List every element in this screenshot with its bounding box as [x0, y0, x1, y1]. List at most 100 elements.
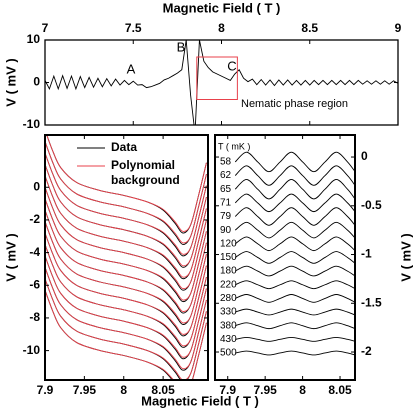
series-label: 280	[220, 293, 237, 304]
y-tick-label: 10	[27, 32, 41, 46]
curve	[45, 232, 207, 335]
curve	[45, 255, 207, 360]
curve	[45, 267, 207, 371]
curve	[234, 151, 355, 173]
x-tick-label: 8.5	[301, 21, 318, 35]
frame	[214, 134, 356, 381]
x-axis-label: Magnetic Field ( T )	[141, 393, 259, 408]
highlight-box	[196, 56, 238, 100]
y-tick-label: -2	[29, 212, 40, 226]
curve	[45, 221, 207, 325]
series-label: 380	[220, 320, 237, 331]
series-label: 58	[220, 157, 232, 168]
curve	[45, 255, 207, 358]
curve	[45, 187, 207, 291]
curve	[45, 209, 207, 314]
curve	[45, 267, 207, 370]
curve	[45, 198, 207, 303]
series-label: 500	[220, 348, 237, 359]
series-label: 79	[220, 211, 232, 222]
curve	[45, 278, 207, 380]
curve	[235, 265, 355, 277]
y-tick-label: -6	[29, 277, 40, 291]
x-tick-label: 7.95	[253, 383, 277, 397]
curve	[45, 232, 207, 337]
curve	[235, 294, 355, 303]
curve	[45, 175, 207, 278]
x-tick-label: 8	[120, 383, 127, 397]
y-axis-label: V ( mV )	[3, 233, 18, 281]
x-tick-label: 8.05	[328, 383, 352, 397]
curve	[235, 280, 355, 290]
x-tick-label: 7.9	[219, 383, 236, 397]
annotation: Nematic phase region	[241, 98, 348, 110]
series-label: 120	[220, 238, 237, 249]
curve	[235, 336, 355, 342]
curve	[45, 164, 207, 267]
curve	[45, 221, 207, 324]
y-tick-label: -1.5	[361, 295, 382, 309]
curve	[234, 221, 355, 239]
plot-area	[45, 135, 207, 380]
x-axis-label: Magnetic Field ( T )	[163, 0, 281, 15]
x-tick-label: 8.05	[151, 383, 175, 397]
curve	[235, 322, 355, 330]
y-axis-label: V ( mV )	[398, 233, 413, 281]
curve	[45, 175, 207, 280]
y-tick-label: -1	[361, 247, 372, 261]
frame	[44, 134, 209, 381]
curve	[234, 236, 355, 252]
plot-area	[234, 151, 355, 356]
y-tick-label: -0.5	[361, 198, 382, 212]
curve	[45, 141, 207, 244]
curve	[45, 187, 207, 290]
series-label: 90	[220, 225, 232, 236]
frame	[44, 39, 399, 126]
series-label: 150	[220, 252, 237, 263]
y-tick-label: -4	[29, 245, 40, 259]
series-label: 430	[220, 334, 237, 345]
data-line	[45, 40, 398, 125]
x-tick-label: 7.95	[73, 383, 97, 397]
curve	[45, 152, 207, 255]
y-axis-label: V ( mV )	[3, 58, 18, 106]
annotation: A	[127, 61, 136, 76]
y-tick-label: -10	[23, 117, 41, 131]
curve	[45, 209, 207, 312]
series-label: 330	[220, 307, 237, 318]
curve	[234, 165, 355, 186]
x-tick-label: 7	[42, 21, 49, 35]
curve	[235, 308, 355, 316]
curve	[45, 141, 207, 245]
x-tick-label: 7.5	[125, 21, 142, 35]
curve	[45, 278, 207, 380]
y-tick-label: -10	[23, 343, 41, 357]
series-label: 180	[220, 266, 237, 277]
series-label: 71	[220, 197, 232, 208]
curve	[234, 251, 355, 264]
curve	[234, 179, 355, 200]
legend-title: T ( mK )	[218, 141, 250, 151]
annotation: C	[227, 58, 236, 73]
x-tick-label: 8	[218, 21, 225, 35]
curve	[45, 290, 207, 380]
curve	[45, 290, 207, 380]
series-label: 65	[220, 184, 232, 195]
y-tick-label: 0	[33, 179, 40, 193]
curve	[234, 207, 355, 226]
plot-area	[45, 40, 398, 125]
x-tick-label: 9	[395, 21, 402, 35]
curve	[234, 193, 355, 213]
curve	[235, 350, 355, 356]
curve	[46, 135, 207, 232]
x-tick-label: 7.9	[37, 383, 54, 397]
y-tick-label: -2	[361, 344, 372, 358]
legend-label: Polynomial background	[111, 158, 180, 187]
annotation: B	[177, 39, 186, 54]
curve	[45, 198, 207, 301]
series-label: 62	[220, 170, 232, 181]
series-label: 220	[220, 279, 237, 290]
legend-label: Data	[111, 140, 138, 154]
